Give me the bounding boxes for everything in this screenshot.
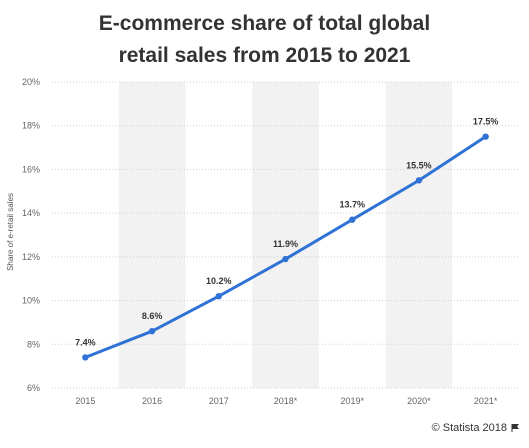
data-label-2016: 8.6% [142, 311, 163, 321]
data-label-2021*: 17.5% [473, 117, 499, 127]
y-axis-tick-labels: 6% 8% 10% 12% 14% 16% 18% 20% [22, 77, 40, 393]
data-point-2018* [282, 255, 289, 263]
y-tick-label: 10% [22, 296, 40, 306]
y-tick-label: 6% [27, 383, 40, 393]
y-axis-title: Share of e-retail sales [6, 193, 15, 271]
x-tick-label: 2021* [474, 396, 498, 406]
x-tick-label: 2015 [75, 396, 95, 406]
y-tick-label: 14% [22, 208, 40, 218]
x-axis-tick-labels: 2015 2016 2017 2018* 2019* 2020* 2021* [75, 396, 498, 406]
data-point-2017 [215, 293, 222, 300]
data-points [82, 133, 489, 361]
chart-title: E-commerce share of total global retail … [0, 8, 529, 72]
data-label-2019*: 13.7% [339, 200, 365, 210]
y-tick-label: 20% [22, 77, 40, 87]
data-point-2019* [349, 216, 356, 223]
data-label-2018*: 11.9% [273, 239, 298, 249]
band-2016 [118, 82, 186, 388]
y-tick-label: 8% [27, 339, 40, 349]
y-tick-label: 18% [22, 121, 40, 131]
data-label-2015: 7.4% [75, 337, 96, 347]
copyright-text: © Statista 2018 [431, 422, 507, 434]
y-tick-label: 12% [22, 252, 40, 262]
data-point-2016 [148, 327, 156, 335]
data-label-2020*: 15.5% [406, 160, 432, 170]
title-line-2: retail sales from 2015 to 2021 [118, 44, 411, 67]
x-tick-label: 2016 [142, 396, 162, 406]
data-labels: 7.4% 8.6% 10.2% 11.9% 13.7% 15.5% 17.5% [75, 117, 498, 348]
x-tick-label: 2017 [209, 396, 229, 406]
x-tick-label: 2018* [274, 396, 298, 406]
footer: © Statista 2018 [432, 422, 519, 434]
title-line-1: E-commerce share of total global [98, 12, 431, 35]
data-point-2020* [415, 177, 423, 184]
flag-icon [511, 424, 519, 432]
band-2018* [252, 82, 319, 388]
y-tick-label: 16% [22, 164, 40, 174]
alternating-bands [118, 82, 453, 388]
data-point-2015 [82, 354, 89, 361]
x-tick-label: 2019* [340, 396, 364, 406]
data-point-2021* [482, 133, 489, 140]
band-2020* [385, 82, 453, 388]
data-label-2017: 10.2% [206, 276, 232, 286]
x-tick-label: 2020* [407, 396, 431, 406]
